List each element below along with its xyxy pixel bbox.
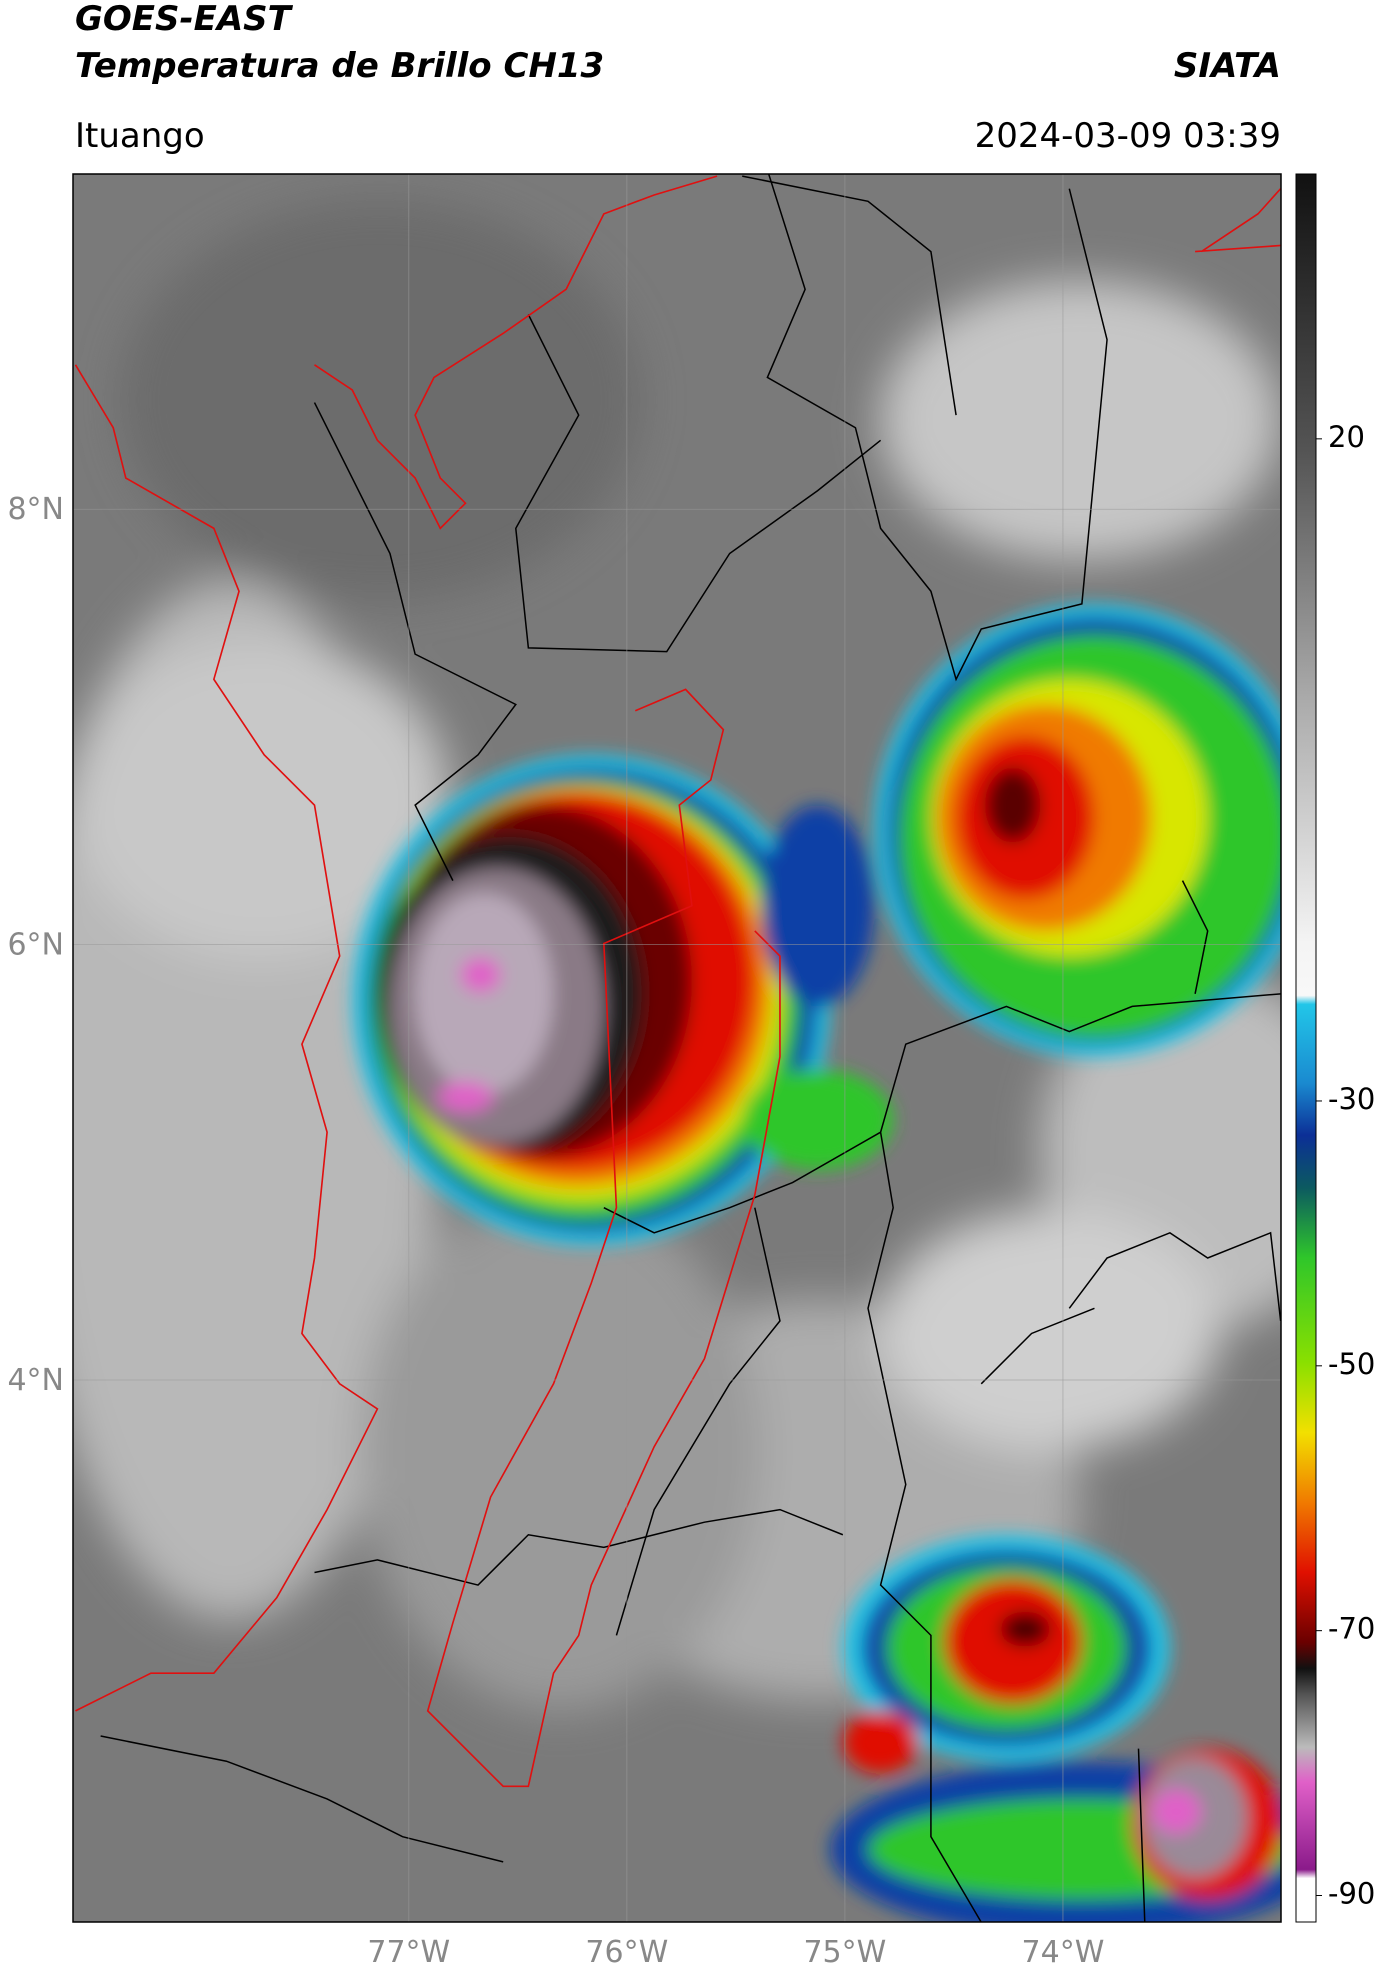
colorbar-tick-label: -90 [1328, 1877, 1375, 1911]
colorbar-tick-label: -70 [1328, 1612, 1375, 1646]
y-tick-label: 6°N [7, 928, 64, 963]
x-tick-label: 74°W [1022, 1935, 1105, 1970]
y-tick-label: 4°N [7, 1363, 64, 1398]
axis-labels: 77°W 76°W 75°W 74°W 8°N 6°N 4°N 20 -30 -50 -70 -90 [7, 420, 1375, 1970]
colorbar-tick-label: -30 [1328, 1082, 1375, 1116]
satellite-image [73, 174, 1281, 1922]
x-tick-label: 77°W [367, 1935, 450, 1970]
colorbar [1295, 173, 1317, 1923]
x-tick-label: 75°W [803, 1935, 886, 1970]
title: GOES-EAST [75, 0, 294, 39]
grid [73, 174, 1281, 1922]
timestamp: 2024-03-09 03:39 [975, 116, 1281, 156]
source: SIATA [1174, 46, 1281, 86]
location: Ituango [75, 116, 205, 156]
y-tick-label: 8°N [7, 492, 64, 527]
map-frame [72, 173, 1282, 1923]
colorbar-tick-label: -50 [1328, 1347, 1375, 1381]
subtitle: Temperatura de Brillo CH13 [75, 46, 604, 86]
boundaries [74, 174, 1281, 1922]
colorbar-tick-label: 20 [1328, 420, 1365, 454]
x-tick-label: 76°W [585, 1935, 668, 1970]
